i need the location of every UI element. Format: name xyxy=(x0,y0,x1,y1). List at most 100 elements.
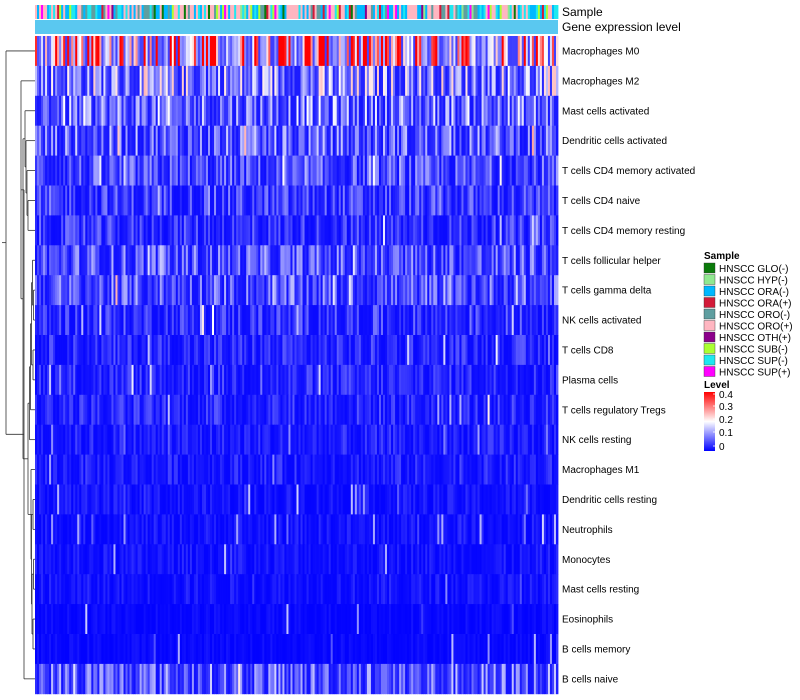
heatmap-cell xyxy=(457,65,460,97)
heatmap-cell xyxy=(312,215,316,246)
heatmap-cell xyxy=(228,275,231,306)
heatmap-cell xyxy=(407,155,410,186)
heatmap-cell xyxy=(298,185,301,216)
sample-annotation-bar xyxy=(35,5,559,19)
heatmap-cell xyxy=(362,424,366,455)
heatmap-cell xyxy=(515,245,519,276)
heatmap-cell xyxy=(45,245,48,276)
heatmap-cell xyxy=(175,544,179,575)
heatmap-cell xyxy=(137,65,140,97)
heatmap-cell xyxy=(431,335,434,366)
heatmap-cell xyxy=(175,215,179,246)
heatmap-cell xyxy=(537,454,541,485)
heatmap-cell xyxy=(419,155,422,186)
heatmap-cell xyxy=(513,155,517,186)
heatmap-cell xyxy=(302,155,305,186)
heatmap-cell xyxy=(77,544,80,575)
heatmap-cell xyxy=(314,36,318,67)
heatmap-cell xyxy=(230,155,233,186)
heatmap-cell xyxy=(403,484,406,515)
heatmap-cell xyxy=(236,36,239,67)
heatmap-cell xyxy=(324,275,328,306)
heatmap-cell xyxy=(242,514,245,545)
heatmap-cell xyxy=(69,364,72,396)
heatmap-cell xyxy=(220,36,223,67)
heatmap-cell xyxy=(81,185,84,216)
heatmap-cell xyxy=(362,36,366,67)
heatmap-cell xyxy=(411,364,414,396)
heatmap-cell xyxy=(529,394,533,426)
heatmap-cell xyxy=(238,245,241,276)
heatmap-cell xyxy=(356,424,360,455)
heatmap-cell xyxy=(397,65,400,97)
heatmap-cell xyxy=(511,185,515,216)
heatmap-cell xyxy=(366,394,370,426)
heatmap-cell xyxy=(391,544,394,575)
heatmap-cell xyxy=(316,95,320,127)
heatmap-cell xyxy=(441,364,444,396)
heatmap-cell xyxy=(453,215,456,246)
heatmap-cell xyxy=(382,305,386,336)
heatmap-cell xyxy=(497,245,501,276)
heatmap-cell xyxy=(278,454,281,485)
heatmap-cell xyxy=(539,245,543,276)
heatmap-cell xyxy=(525,335,529,366)
sample-annotation-cell xyxy=(270,5,273,19)
heatmap-cell xyxy=(499,125,503,156)
heatmap-cell xyxy=(391,185,394,216)
heatmap-cell xyxy=(250,514,253,545)
heatmap-cell xyxy=(71,185,74,216)
heatmap-cell xyxy=(497,454,501,485)
heatmap-cell xyxy=(431,364,434,396)
heatmap-cell xyxy=(272,275,275,306)
heatmap-cell xyxy=(87,394,90,426)
heatmap-cell xyxy=(268,95,271,127)
heatmap-cell xyxy=(195,305,199,336)
heatmap-cell xyxy=(505,364,509,396)
heatmap-cell xyxy=(298,305,301,336)
heatmap-cell xyxy=(111,424,114,455)
heatmap-cell xyxy=(513,36,517,67)
heatmap-cell xyxy=(401,454,404,485)
heatmap-cell xyxy=(189,245,193,276)
heatmap-cell xyxy=(169,424,173,455)
heatmap-cell xyxy=(547,65,551,97)
heatmap-cell xyxy=(89,364,92,396)
heatmap-cell xyxy=(334,185,338,216)
heatmap-cell xyxy=(260,394,263,426)
heatmap-cell xyxy=(35,394,38,426)
heatmap-cell xyxy=(304,36,307,67)
heatmap-cell xyxy=(161,245,165,276)
heatmap-cell xyxy=(467,215,470,246)
heatmap-cell xyxy=(45,36,48,67)
heatmap-cell xyxy=(203,364,207,396)
heatmap-cell xyxy=(501,275,505,306)
heatmap-cell xyxy=(475,155,478,186)
heatmap-cell xyxy=(45,125,48,156)
heatmap-cell xyxy=(318,454,322,485)
heatmap-cell xyxy=(155,95,159,127)
heatmap-cell xyxy=(368,394,372,426)
heatmap-cell xyxy=(302,95,305,127)
heatmap-cell xyxy=(282,484,285,515)
heatmap-cell xyxy=(356,454,360,485)
heatmap-cell xyxy=(288,335,291,366)
heatmap-cell xyxy=(425,125,428,156)
heatmap-cell xyxy=(77,275,80,306)
heatmap-cell xyxy=(216,245,219,276)
heatmap-cell xyxy=(89,36,92,67)
heatmap-cell xyxy=(405,305,408,336)
heatmap-cell xyxy=(443,424,446,455)
heatmap-cell xyxy=(51,185,54,216)
heatmap-cell xyxy=(272,245,275,276)
heatmap-cell xyxy=(133,95,136,127)
heatmap-cell xyxy=(201,364,205,396)
heatmap-cell xyxy=(45,275,48,306)
heatmap-cell xyxy=(41,245,44,276)
heatmap-cell xyxy=(107,65,110,97)
heatmap-cell xyxy=(41,95,44,127)
heatmap-cell xyxy=(439,394,442,426)
heatmap-cell xyxy=(201,215,205,246)
heatmap-cell xyxy=(242,245,245,276)
heatmap-cell xyxy=(220,394,223,426)
